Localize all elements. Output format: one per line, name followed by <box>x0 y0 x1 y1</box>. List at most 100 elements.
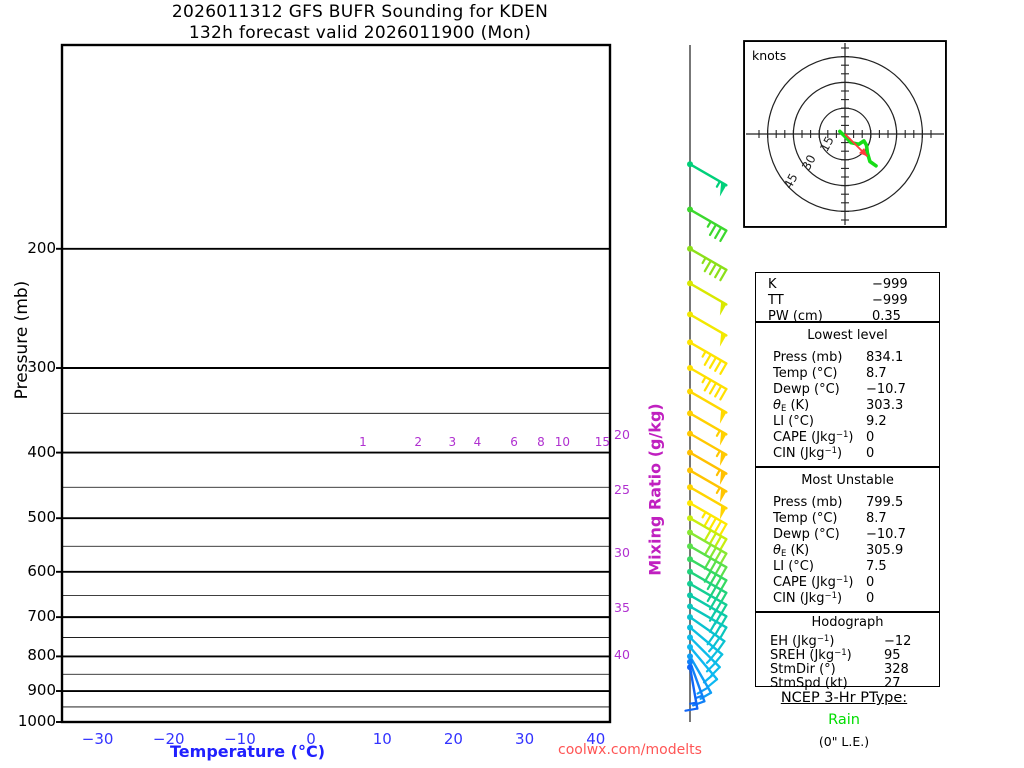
wind-barb <box>684 664 699 712</box>
title-line-2: 132h forecast valid 2026011900 (Mon) <box>188 23 532 43</box>
indices-panel <box>755 272 940 322</box>
stat-value: 8.7 <box>866 511 887 526</box>
stat-value: 0 <box>866 575 875 590</box>
stat-label: Press (mb) <box>773 350 843 365</box>
stat-label: CAPE (Jkg−1) <box>773 575 854 590</box>
mixing-ratio-tick-2: 2 <box>414 434 423 449</box>
pressure-tick-1000: 1000 <box>17 712 56 730</box>
title-line-1: 2026011312 GFS BUFR Sounding for KDEN <box>171 2 549 22</box>
pressure-axis-label: Pressure (mb) <box>12 280 32 400</box>
stat-value: 305.9 <box>866 543 904 558</box>
wind-barb <box>687 592 728 628</box>
hodograph-units-label: knots <box>752 48 787 63</box>
mixing-ratio-tick-3: 3 <box>448 434 457 449</box>
stat-label: LI (°C) <box>773 414 814 429</box>
temperature-axis-label: Temperature (°C) <box>170 742 326 761</box>
stat-value: 303.3 <box>866 398 904 413</box>
wind-barb <box>687 603 728 639</box>
stat-label: Dewp (°C) <box>773 527 840 542</box>
temperature-tick-40: 40 <box>586 730 606 748</box>
hodograph-trace <box>838 129 878 168</box>
stat-label: Dewp (°C) <box>773 382 840 397</box>
altitude-tick-35: 35 <box>614 600 630 615</box>
mixing-ratio-tick-1: 1 <box>359 434 367 449</box>
stat-value: 0 <box>866 430 875 445</box>
wind-barb <box>687 430 728 466</box>
altitude-tick-25: 25 <box>614 482 630 497</box>
wind-barb <box>687 280 728 316</box>
pressure-tick-700: 700 <box>27 607 56 626</box>
mixing-ratio-axis-label: Mixing Ratio (g/kg) <box>645 403 665 576</box>
stat-value: 7.5 <box>866 559 887 574</box>
pressure-tick-900: 900 <box>27 681 56 700</box>
stat-value: −10.7 <box>866 382 906 397</box>
stat-value: 328 <box>884 662 909 677</box>
altitude-tick-20: 20 <box>614 427 630 442</box>
stat-label: SREH (Jkg−1) <box>770 648 852 663</box>
pressure-tick-300: 300 <box>27 358 56 376</box>
hodograph-stats-heading: Hodograph <box>811 615 884 630</box>
ptype-value: Rain <box>828 712 860 728</box>
wind-barb <box>687 449 728 485</box>
altitude-tick-40: 40 <box>614 647 630 662</box>
temperature-tick-30: 30 <box>515 730 535 748</box>
wind-barb <box>687 467 728 503</box>
ptype-liquid-equivalent: (0" L.E.) <box>818 734 870 749</box>
hodograph-ring-label: 45 <box>781 171 801 191</box>
wind-barb <box>687 543 728 579</box>
stat-label: Press (mb) <box>773 495 843 510</box>
most-unstable-heading: Most Unstable <box>801 473 894 488</box>
ptype-heading: NCEP 3-Hr PType: <box>728 690 960 706</box>
wind-barb <box>687 365 728 401</box>
stat-value: −12 <box>884 634 912 649</box>
mixing-ratio-tick-8: 8 <box>537 434 545 449</box>
stat-value: −999 <box>872 277 908 292</box>
watermark: coolwx.com/modelts <box>558 742 702 758</box>
altitude-tick-30: 30 <box>614 545 630 560</box>
stat-label: Temp (°C) <box>773 511 838 526</box>
most-unstable-panel <box>755 467 940 612</box>
stat-value: 8.7 <box>866 366 887 381</box>
wind-barb <box>687 388 728 424</box>
stat-label: CIN (Jkg−1) <box>773 446 843 461</box>
wind-barb <box>687 311 728 347</box>
lowest-level-heading: Lowest level <box>807 328 888 343</box>
pressure-tick-200: 200 <box>27 238 56 257</box>
pressure-tick-600: 600 <box>27 561 56 580</box>
stat-label: Temp (°C) <box>773 366 838 381</box>
wind-barb <box>687 245 728 282</box>
stat-value: −10.7 <box>866 527 906 542</box>
wind-barb <box>687 161 728 197</box>
stat-value: 95 <box>884 648 901 663</box>
hodograph-ring-label: 30 <box>799 152 819 172</box>
pressure-tick-500: 500 <box>27 508 56 527</box>
stat-value: 799.5 <box>866 495 904 510</box>
wind-barb <box>687 484 728 520</box>
temperature-tick-10: 10 <box>372 730 392 748</box>
temperature-tick--10: −10 <box>224 730 256 748</box>
temperature-tick-0: 0 <box>306 730 316 748</box>
temperature-tick--20: −20 <box>152 730 185 748</box>
ptype-heading-text: NCEP 3-Hr PType: <box>780 690 908 706</box>
temperature-tick--30: −30 <box>81 730 114 748</box>
pressure-tick-800: 800 <box>27 646 56 665</box>
wind-barb <box>687 515 728 551</box>
stat-label: TT <box>768 293 784 308</box>
stat-value: 9.2 <box>866 414 887 429</box>
wind-barb <box>687 206 728 243</box>
stat-label: K <box>768 277 777 292</box>
wind-barb <box>687 614 726 653</box>
wind-barb <box>687 339 728 375</box>
stat-value: 0.35 <box>872 309 901 324</box>
wind-barb <box>687 644 719 689</box>
stat-label: θE (K) <box>773 398 810 414</box>
stat-label: CIN (Jkg−1) <box>773 591 843 606</box>
stat-value: 0 <box>866 591 875 606</box>
stat-value: −999 <box>872 293 908 308</box>
stat-label: StmSpd (kt) <box>770 676 848 691</box>
stat-label: θE (K) <box>773 543 810 559</box>
wind-barb <box>687 500 728 536</box>
stat-label: PW (cm) <box>768 309 823 324</box>
